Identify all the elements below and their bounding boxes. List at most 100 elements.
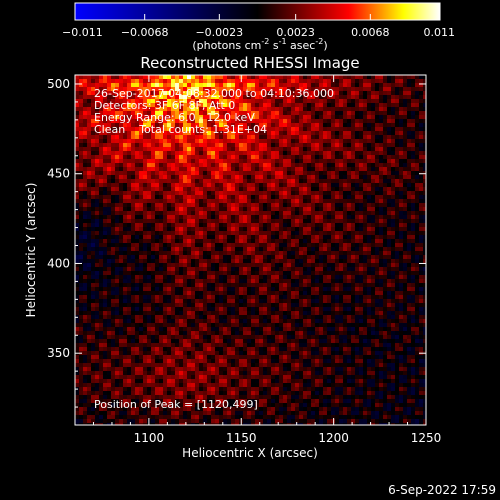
heatmap-cell: [171, 287, 175, 291]
heatmap-cell: [339, 203, 343, 207]
heatmap-cell: [383, 287, 387, 291]
heatmap-cell: [195, 99, 199, 103]
heatmap-cell: [95, 239, 99, 243]
heatmap-cell: [279, 167, 283, 171]
heatmap-cell: [211, 299, 215, 303]
heatmap-cell: [251, 87, 255, 91]
heatmap-cell: [411, 95, 415, 99]
heatmap-cell: [355, 91, 359, 95]
heatmap-cell: [219, 275, 223, 279]
heatmap-cell: [299, 143, 303, 147]
heatmap-cell: [379, 179, 383, 183]
heatmap-cell: [415, 255, 419, 259]
heatmap-cell: [171, 175, 175, 179]
heatmap-cell: [275, 183, 279, 187]
heatmap-cell: [351, 279, 355, 283]
heatmap-cell: [319, 279, 323, 283]
heatmap-cell: [215, 179, 219, 183]
heatmap-cell: [311, 123, 315, 127]
heatmap-cell: [279, 111, 283, 115]
heatmap-cell: [211, 191, 215, 195]
heatmap-cell: [311, 143, 315, 147]
heatmap-cell: [407, 291, 411, 295]
heatmap-cell: [379, 95, 383, 99]
heatmap-cell: [235, 123, 239, 127]
heatmap-cell: [235, 87, 239, 91]
heatmap-cell: [227, 167, 231, 171]
heatmap-cell: [351, 271, 355, 275]
heatmap-cell: [363, 275, 367, 279]
heatmap-cell: [267, 271, 271, 275]
heatmap-cell: [163, 151, 167, 155]
heatmap-cell: [147, 235, 151, 239]
heatmap-cell: [287, 79, 291, 83]
heatmap-cell: [99, 267, 103, 271]
heatmap-cell: [131, 79, 135, 83]
heatmap-cell: [327, 87, 331, 91]
heatmap-cell: [375, 95, 379, 99]
heatmap-cell: [83, 95, 87, 99]
heatmap-cell: [263, 231, 267, 235]
heatmap-cell: [151, 87, 155, 91]
heatmap-cell: [215, 95, 219, 99]
heatmap-cell: [319, 183, 323, 187]
heatmap-cell: [407, 155, 411, 159]
heatmap-cell: [331, 167, 335, 171]
heatmap-cell: [387, 91, 391, 95]
heatmap-cell: [419, 123, 423, 127]
heatmap-cell: [375, 127, 379, 131]
heatmap-cell: [75, 83, 79, 87]
heatmap-cell: [119, 295, 123, 299]
heatmap-cell: [371, 111, 375, 115]
heatmap-cell: [411, 175, 415, 179]
heatmap-cell: [323, 215, 327, 219]
heatmap-cell: [331, 227, 335, 231]
heatmap-cell: [187, 291, 191, 295]
heatmap-cell: [91, 235, 95, 239]
heatmap-cell: [275, 287, 279, 291]
heatmap-cell: [235, 219, 239, 223]
heatmap-cell: [243, 163, 247, 167]
heatmap-cell: [195, 119, 199, 123]
heatmap-cell: [395, 255, 399, 259]
heatmap-cell: [383, 255, 387, 259]
heatmap-cell: [407, 187, 411, 191]
heatmap-cell: [235, 215, 239, 219]
heatmap-cell: [271, 183, 275, 187]
heatmap-cell: [163, 99, 167, 103]
heatmap-cell: [95, 139, 99, 143]
heatmap-cell: [287, 103, 291, 107]
heatmap-cell: [415, 215, 419, 219]
heatmap-cell: [203, 115, 207, 119]
heatmap-cell: [275, 159, 279, 163]
heatmap-cell: [139, 95, 143, 99]
heatmap-cell: [287, 171, 291, 175]
heatmap-cell: [263, 119, 267, 123]
heatmap-cell: [243, 215, 247, 219]
heatmap-cell: [167, 287, 171, 291]
heatmap-cell: [287, 87, 291, 91]
heatmap-cell: [243, 171, 247, 175]
heatmap-cell: [91, 247, 95, 251]
heatmap-cell: [351, 143, 355, 147]
heatmap-cell: [155, 235, 159, 239]
heatmap-cell: [183, 235, 187, 239]
heatmap-cell: [271, 119, 275, 123]
heatmap-cell: [407, 227, 411, 231]
heatmap-cell: [271, 151, 275, 155]
heatmap-cell: [267, 251, 271, 255]
heatmap-cell: [127, 195, 131, 199]
heatmap-cell: [95, 211, 99, 215]
heatmap-cell: [151, 267, 155, 271]
heatmap-cell: [179, 79, 183, 83]
heatmap-cell: [251, 91, 255, 95]
heatmap-cell: [87, 275, 91, 279]
heatmap-cell: [147, 155, 151, 159]
heatmap-cell: [243, 91, 247, 95]
heatmap-cell: [227, 235, 231, 239]
heatmap-cell: [395, 211, 399, 215]
heatmap-cell: [307, 175, 311, 179]
heatmap-cell: [107, 171, 111, 175]
heatmap-cell: [167, 179, 171, 183]
heatmap-cell: [255, 179, 259, 183]
